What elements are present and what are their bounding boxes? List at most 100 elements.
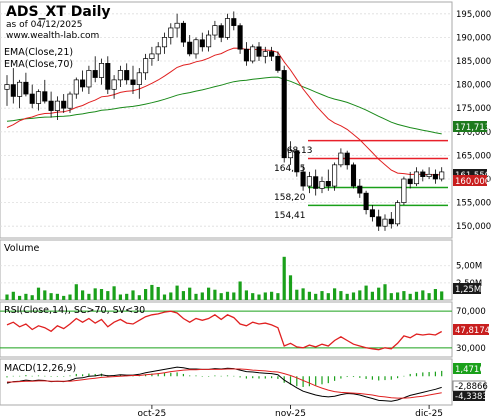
candle [401, 176, 407, 205]
volume-bar [181, 291, 185, 300]
price-tick-label: 185,000 [456, 57, 491, 67]
macd-histogram-bar [119, 374, 121, 377]
candle [98, 58, 105, 85]
macd-histogram-bar [352, 376, 355, 378]
volume-bar [257, 294, 261, 300]
volume-bar [295, 289, 299, 300]
macd-histogram-bar [220, 375, 222, 377]
candle [332, 162, 338, 191]
macd-histogram-bar [19, 375, 21, 377]
macd-histogram-bar [214, 375, 216, 377]
volume-bar [169, 292, 173, 300]
svg-text:1,4716: 1,4716 [455, 365, 485, 375]
volume-bar [263, 292, 267, 300]
macd-histogram-bar [390, 376, 392, 380]
volume-bar [427, 293, 431, 300]
macd-histogram-bar [252, 376, 254, 379]
volume-bar [370, 291, 374, 300]
candle [29, 84, 35, 109]
candle [42, 79, 48, 104]
macd-histogram-bar [403, 375, 405, 377]
candle [306, 171, 312, 194]
macd-histogram-bar [31, 375, 33, 377]
price-tick-label: 155,000 [456, 199, 491, 209]
candle [376, 209, 382, 231]
macd-histogram-bar [37, 375, 40, 377]
candle [92, 56, 98, 83]
candle [338, 148, 344, 168]
candle [420, 169, 426, 182]
volume-bar [49, 293, 53, 300]
macd-histogram-bar [264, 376, 266, 379]
macd-title: MACD(12,26,9) [4, 363, 76, 374]
candle [319, 176, 325, 194]
candle [275, 51, 281, 73]
x-axis-labels: oct-25 nov-25 dic-25 [138, 405, 443, 419]
candle [224, 13, 231, 40]
candle [17, 79, 23, 109]
level-label-154: 154,41 [274, 211, 306, 221]
volume-bar [74, 284, 78, 300]
candle [80, 70, 86, 92]
candle [357, 179, 363, 198]
macd-histogram-bar [208, 376, 210, 377]
price-tick-label: 190,000 [456, 33, 491, 43]
candle [48, 91, 54, 118]
date-line: as of 04/12/2025 [6, 20, 82, 30]
macd-signal-tag: -4,3383 [453, 391, 488, 402]
price-tick-label: 165,000 [456, 151, 491, 161]
volume-bar [219, 293, 223, 300]
candle [426, 167, 432, 179]
volume-bar [402, 291, 406, 300]
volume-bar [175, 285, 179, 300]
volume-bar [301, 288, 305, 300]
candle [294, 148, 300, 177]
candle [237, 23, 243, 54]
macd-histogram-bar [434, 371, 436, 377]
candle [105, 56, 111, 95]
candle [86, 65, 92, 95]
macd-histogram-bar [346, 376, 348, 378]
candle [250, 44, 256, 64]
support-resistance-lines [308, 139, 448, 207]
candle [187, 35, 193, 57]
volume-bar [225, 291, 230, 300]
macd-histogram-bar [327, 376, 329, 384]
macd-histogram-bar [422, 372, 424, 377]
candle [382, 214, 388, 231]
volume-bar [118, 294, 122, 300]
volume-bar [389, 293, 393, 300]
macd-histogram-bar [409, 373, 411, 377]
candle [149, 46, 155, 66]
price-tick-label: 150,000 [456, 222, 491, 232]
macd-histogram-bar [63, 376, 65, 377]
candle [117, 65, 123, 87]
legend-ema70: EMA(Close,70) [4, 59, 73, 70]
candle [168, 23, 174, 45]
svg-text:-4,3383: -4,3383 [455, 392, 488, 402]
candle [54, 96, 60, 120]
macd-histogram-bar [12, 375, 14, 377]
volume-bar [383, 284, 387, 300]
volume-bar [213, 289, 217, 300]
candle [136, 68, 142, 99]
volume-bar [345, 293, 349, 300]
price-panel [0, 1, 453, 239]
candle [67, 91, 73, 113]
candle [218, 23, 224, 43]
macd-histogram-bar [151, 373, 153, 377]
volume-bar [137, 295, 141, 300]
macd-histogram-bar [441, 370, 443, 377]
volume-bar [396, 292, 400, 300]
volume-bar [333, 288, 337, 300]
volume-bar [99, 289, 104, 300]
volume-bar [408, 293, 412, 300]
candle [407, 171, 413, 189]
macd-histogram-bar [176, 372, 178, 377]
candle [143, 53, 149, 80]
macd-histogram-bar [415, 373, 418, 377]
volume-bar [339, 291, 343, 300]
candle [124, 63, 130, 85]
volume-bar [358, 290, 362, 300]
